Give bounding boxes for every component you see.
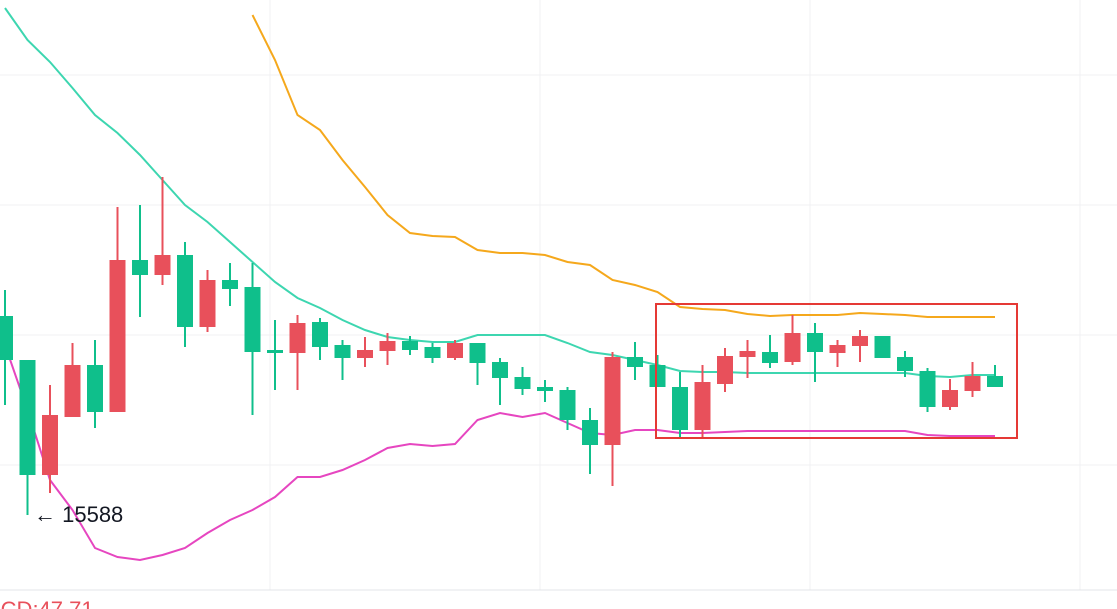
candle-body	[987, 376, 1003, 387]
candle-body	[402, 341, 418, 350]
candle-body	[807, 333, 823, 352]
candle-body	[784, 333, 801, 362]
plot	[0, 7, 1003, 562]
grid	[0, 0, 1117, 591]
candle-body	[289, 323, 306, 353]
candle-body	[492, 362, 508, 378]
candle-body	[469, 343, 486, 363]
candle-body	[672, 387, 688, 430]
candle-body	[109, 260, 126, 412]
candle-body	[559, 390, 576, 420]
candle-body	[177, 255, 193, 327]
candle-body	[649, 365, 666, 387]
candle-body	[19, 360, 36, 475]
candle-body	[514, 377, 531, 389]
candle-body	[829, 345, 846, 353]
candle-body	[582, 420, 598, 445]
candle-body	[64, 365, 81, 417]
candle-body	[199, 280, 216, 327]
candle-body	[919, 371, 936, 407]
candle-body	[874, 336, 891, 358]
band-line	[251, 14, 995, 318]
indicator-label: ACD:47.71	[0, 597, 94, 609]
band-line	[4, 344, 995, 562]
candle-body	[0, 316, 13, 360]
candle-body	[424, 347, 441, 358]
candle-body	[447, 343, 463, 358]
low-annotation: ← 15588	[34, 502, 123, 527]
candle-body	[312, 322, 328, 347]
candle-body	[379, 341, 396, 351]
candle-body	[942, 390, 958, 407]
candle-body	[334, 345, 351, 358]
candle-body	[222, 280, 238, 289]
candle-body	[244, 287, 261, 352]
candle-body	[537, 387, 553, 391]
candle-body	[897, 357, 913, 371]
highlight-box	[655, 303, 1018, 439]
candle-body	[357, 350, 373, 358]
candle-body	[964, 376, 981, 391]
candle-body	[154, 255, 171, 275]
candle-body	[717, 356, 733, 384]
candle-body	[762, 352, 778, 363]
candle-body	[87, 365, 103, 412]
candle-body	[132, 260, 148, 275]
candle-body	[42, 415, 58, 475]
candle-body	[604, 357, 621, 445]
candle-body	[739, 351, 756, 357]
band-line	[4, 7, 995, 379]
candle-body	[627, 357, 643, 367]
candle-body	[694, 382, 711, 430]
candle-body	[267, 350, 283, 353]
candle-body	[852, 336, 868, 346]
